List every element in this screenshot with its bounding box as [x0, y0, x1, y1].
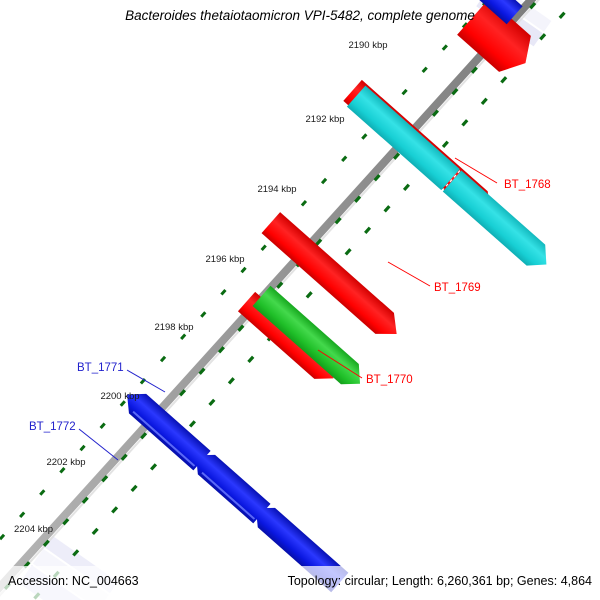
ruler-tick-label: 2194 kbp	[257, 184, 296, 195]
gene-label-BT_1769[interactable]: BT_1769	[434, 282, 481, 294]
ruler-tick-label: 2204 kbp	[14, 524, 53, 535]
ruler-tick-labels: 2190 kbp 2192 kbp 2194 kbp 2196 kbp 2198…	[14, 40, 388, 535]
gene-arrow-BT_1772[interactable]	[187, 446, 271, 524]
ruler-tick-label: 2190 kbp	[348, 40, 387, 51]
leader-line-BT_1772	[78, 428, 119, 461]
gene-callouts[interactable]: BT_1768 BT_1769 BT_1770 BT_1771 BT_1772	[29, 157, 551, 461]
status-bar: Accession: NC_004663 Topology: circular;…	[0, 566, 600, 600]
ruler-tick-label: 2200 kbp	[100, 391, 139, 402]
gene-arrow-highlight	[132, 410, 196, 467]
leader-line-BT_1769	[387, 261, 431, 287]
gene-arrow-BT_1771[interactable]	[118, 385, 211, 471]
leader-line-BT_1768	[454, 157, 498, 184]
gene-label-BT_1768[interactable]: BT_1768	[504, 179, 551, 191]
leader-line-BT_1770	[317, 349, 363, 379]
ruler-tick-rail-inner	[0, 0, 541, 597]
gene-arrow-red-3[interactable]	[261, 212, 406, 344]
ruler-tick-label: 2202 kbp	[46, 457, 85, 468]
page-title: Bacteroides thetaiotaomicron VPI-5482, c…	[125, 8, 475, 23]
genome-summary-label: Topology: circular; Length: 6,260,361 bp…	[288, 574, 592, 588]
gene-label-BT_1770[interactable]: BT_1770	[366, 374, 413, 386]
ruler-tick-label: 2196 kbp	[205, 254, 244, 265]
leader-line-BT_1771	[126, 369, 166, 393]
ruler-tick-label: 2198 kbp	[154, 322, 193, 333]
gene-arrow-red-1[interactable]	[457, 0, 541, 81]
gene-arrow-highlight	[201, 471, 256, 520]
gene-arrow-BT_1769[interactable]	[441, 169, 556, 275]
accession-label: Accession: NC_004663	[8, 574, 139, 588]
gene-label-BT_1772[interactable]: BT_1772	[29, 421, 76, 433]
ruler-tick-label: 2192 kbp	[305, 114, 344, 125]
gene-boundary-divider	[441, 169, 462, 192]
gene-label-BT_1771[interactable]: BT_1771	[77, 362, 124, 374]
status-bar-background	[0, 566, 600, 600]
gene-arrow-BT_1768[interactable]	[346, 85, 460, 191]
gene-arrow-blue-top[interactable]	[475, 0, 523, 25]
